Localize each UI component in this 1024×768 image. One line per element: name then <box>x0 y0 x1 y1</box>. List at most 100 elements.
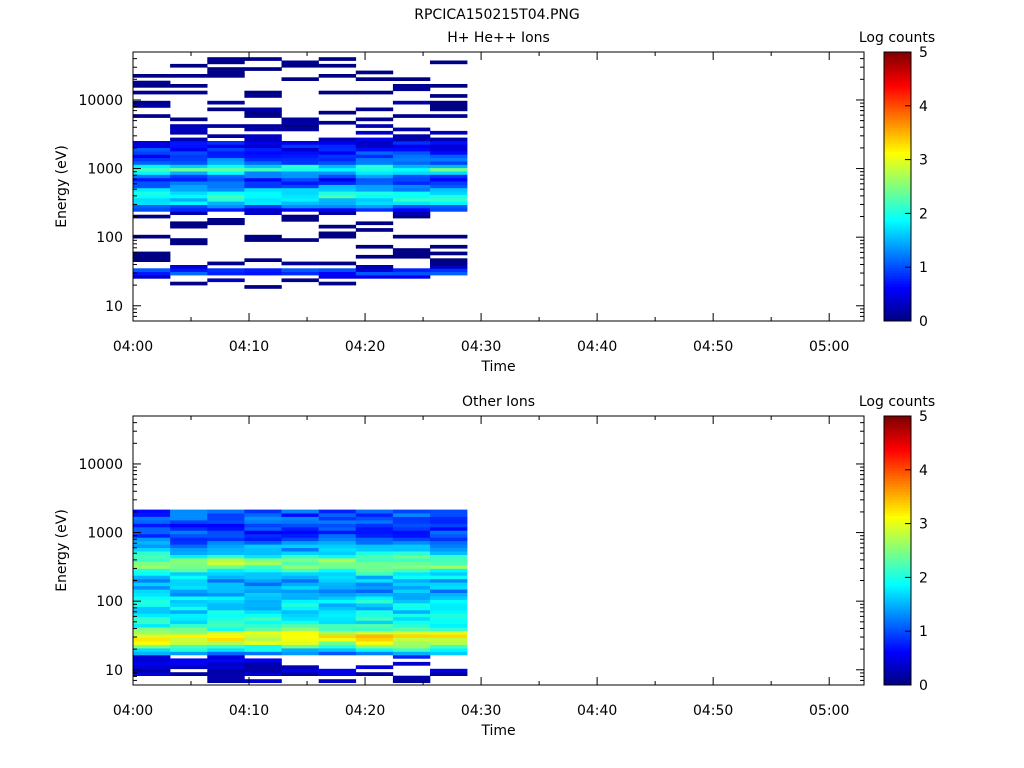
heatmap-cell <box>207 620 245 625</box>
heatmap-cell <box>355 613 394 618</box>
heatmap-cell <box>392 644 431 649</box>
colorbar-segment <box>884 146 911 150</box>
colorbar-segment <box>884 526 911 530</box>
heatmap-cell <box>392 174 431 179</box>
heatmap-cell <box>207 74 245 78</box>
heatmap-cell <box>355 187 394 192</box>
heatmap-cell <box>244 537 282 542</box>
heatmap-cell <box>392 603 431 607</box>
heatmap-cell <box>244 637 282 642</box>
heatmap-cell <box>318 603 357 607</box>
heatmap-cell <box>318 513 357 517</box>
heatmap-cell <box>281 578 319 583</box>
colorbar-segment <box>884 116 911 120</box>
heatmap-cell <box>281 164 319 169</box>
heatmap-cell <box>318 157 357 162</box>
colorbar-segment <box>884 542 911 546</box>
heatmap-cell <box>133 197 171 202</box>
colorbar-segment <box>884 534 911 538</box>
colorbar-segment <box>884 561 911 565</box>
colorbar-segment <box>884 259 911 263</box>
colorbar-segment <box>884 89 911 93</box>
colorbar-segment <box>884 588 911 592</box>
heatmap-cell <box>392 147 431 152</box>
colorbar-segment <box>884 558 911 562</box>
heatmap-cell <box>281 641 319 645</box>
heatmap-cell <box>244 565 282 569</box>
heatmap-cell <box>281 154 319 159</box>
heatmap-cell <box>244 533 282 538</box>
colorbar-segment <box>884 76 911 80</box>
heatmap-cell <box>207 585 245 590</box>
heatmap-cell <box>355 606 394 611</box>
heatmap-cell <box>430 265 468 269</box>
colorbar-segment <box>884 73 911 77</box>
colorbar-segment <box>884 523 911 527</box>
colorbar-segment <box>884 615 911 619</box>
heatmap-cell <box>244 530 282 535</box>
heatmap-cell <box>244 211 282 215</box>
colorbar-tick-label: 2 <box>919 206 928 222</box>
heatmap-cell <box>170 613 208 618</box>
heatmap-cell <box>318 74 357 78</box>
heatmap-cell <box>170 582 208 587</box>
heatmap-cell <box>133 637 171 642</box>
heatmap-cell <box>207 668 245 673</box>
colorbar-segment <box>884 418 911 422</box>
colorbar-segment <box>884 307 911 311</box>
colorbar-segment <box>884 545 911 549</box>
heatmap-cell <box>133 184 171 189</box>
heatmap-cell <box>207 582 245 587</box>
heatmap-cell <box>170 63 208 68</box>
heatmap-cell <box>355 208 394 212</box>
heatmap-cell <box>430 144 468 148</box>
heatmap-cell <box>244 171 282 175</box>
heatmap-cell <box>355 596 394 600</box>
heatmap-cell <box>430 181 468 185</box>
heatmap-cell <box>355 171 394 175</box>
heatmap-cell <box>244 575 282 580</box>
colorbar-segment <box>884 218 911 222</box>
colorbar-segment <box>884 275 911 279</box>
colorbar-segment <box>884 445 911 449</box>
heatmap-cell <box>170 221 208 226</box>
heatmap-cell <box>133 592 171 597</box>
heatmap-cell <box>244 181 282 185</box>
heatmap-cell <box>133 544 171 548</box>
heatmap-cell <box>170 523 208 528</box>
heatmap-cell <box>133 603 171 607</box>
colorbar-segment <box>884 424 911 428</box>
heatmap-cell <box>170 204 208 209</box>
heatmap-cell <box>244 134 282 138</box>
colorbar-segment <box>884 68 911 72</box>
heatmap-cell <box>170 530 208 535</box>
heatmap-cell <box>133 540 171 545</box>
heatmap-cell <box>133 516 171 521</box>
colorbar-segment <box>884 547 911 551</box>
heatmap-cell <box>207 568 245 573</box>
heatmap-cell <box>430 100 468 105</box>
heatmap-cell <box>392 194 431 199</box>
heatmap-cell <box>355 551 394 555</box>
colorbar-segment <box>884 164 911 169</box>
heatmap-cell <box>133 568 171 573</box>
heatmap-cell <box>133 181 171 185</box>
colorbar-segment <box>884 496 911 500</box>
heatmap-cell <box>133 526 171 531</box>
heatmap-cell <box>207 57 245 61</box>
heatmap-cell <box>207 533 245 538</box>
x-tick-label: 04:20 <box>345 339 385 355</box>
heatmap-cell <box>430 513 468 517</box>
heatmap-cell <box>170 661 208 666</box>
colorbar-segment <box>884 224 911 228</box>
heatmap-cell <box>318 544 357 548</box>
colorbar-segment <box>884 569 911 573</box>
colorbar-segment <box>884 248 911 252</box>
colorbar-segment <box>884 531 911 535</box>
heatmap-cell <box>392 568 431 573</box>
heatmap-cell <box>244 641 282 645</box>
heatmap-cell <box>318 610 357 614</box>
heatmap-cell <box>355 561 394 566</box>
heatmap-cell <box>355 268 394 272</box>
heatmap-cell <box>244 204 282 209</box>
